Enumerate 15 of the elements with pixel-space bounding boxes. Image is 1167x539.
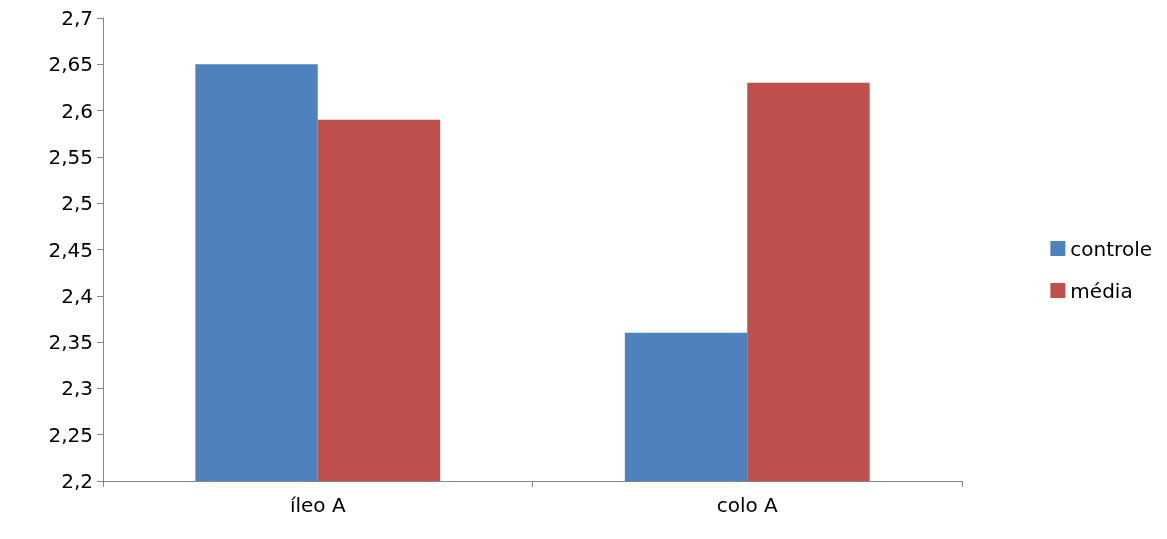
y-tick-label: 2,35 <box>48 330 93 355</box>
legend-label: controle <box>1070 236 1153 261</box>
y-tick-label: 2,4 <box>61 283 93 308</box>
y-tick-label: 2,7 <box>61 6 93 30</box>
y-tick-label: 2,3 <box>61 376 93 401</box>
y-tick-label: 2,2 <box>61 469 93 493</box>
x-tick-label: íleo A <box>289 493 346 517</box>
x-tick-label: colo A <box>716 493 779 517</box>
y-tick-label: 2,6 <box>61 98 93 123</box>
y-tick-label: 2,45 <box>48 237 93 262</box>
y-tick-label: 2,65 <box>48 52 93 77</box>
y-tick-label: 2,55 <box>48 144 93 169</box>
legend-label: média <box>1070 278 1133 303</box>
y-tick-label: 2,5 <box>61 191 93 216</box>
y-tick-label: 2,25 <box>48 422 93 447</box>
